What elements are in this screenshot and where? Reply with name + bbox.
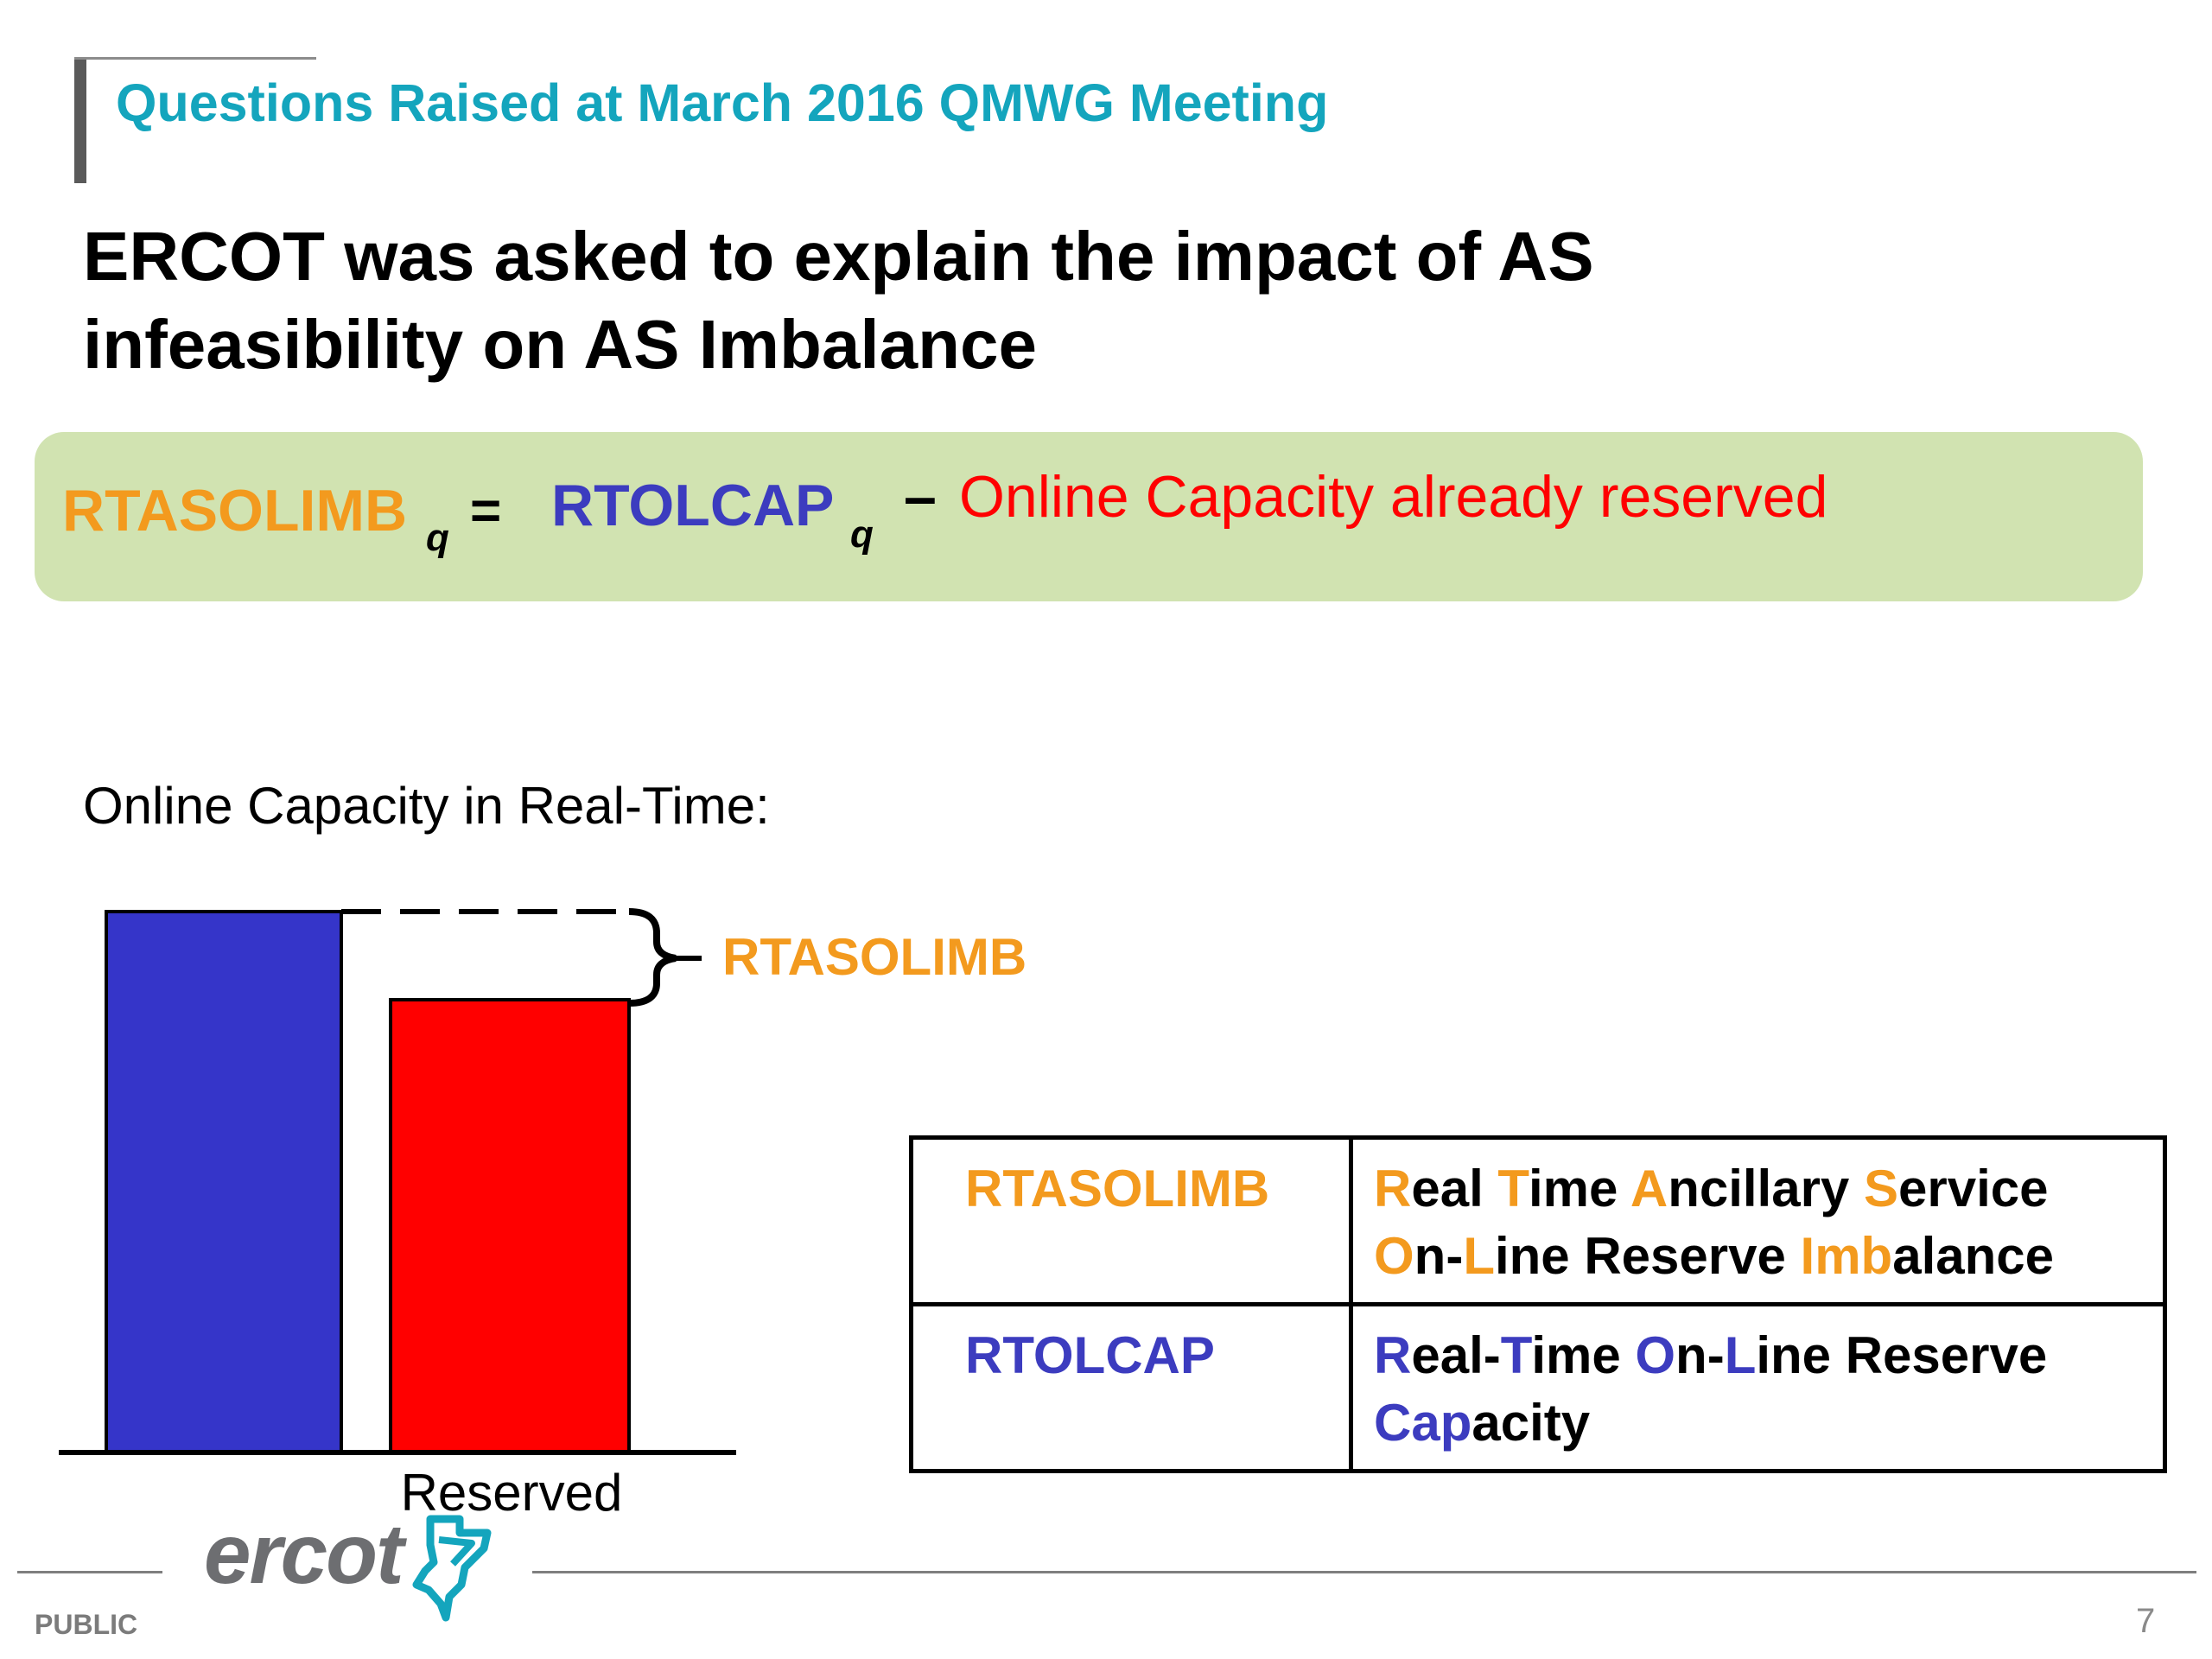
formula-rhs-term: RTOLCAP — [551, 473, 835, 538]
title-accent-bar — [74, 57, 86, 183]
definition-rtolcap: Real-Time On-Line Reserve Capacity — [1349, 1302, 2167, 1473]
table-row: RTOLCAP Real-Time On-Line Reserve Capaci… — [909, 1302, 2167, 1473]
acronym-cell: RTASOLIMB — [909, 1135, 1353, 1306]
definition-segment: acity — [1471, 1394, 1591, 1452]
bracket-label: RTASOLIMB — [722, 928, 1027, 986]
acronym-cell: RTOLCAP — [909, 1302, 1353, 1473]
definition-segment: n- — [1675, 1326, 1725, 1384]
definition-segment: ine Reserve — [1494, 1227, 1801, 1285]
definition-segment: R — [1374, 1326, 1412, 1384]
slide-title: Questions Raised at March 2016 QMWG Meet… — [116, 73, 1329, 132]
definition-segment: A — [1630, 1160, 1669, 1217]
definition-segment: T — [1497, 1160, 1529, 1217]
definition-segment: alance — [1892, 1227, 2054, 1285]
formula-rhs-text: Online Capacity already reserved — [959, 464, 1828, 530]
slide-headline: ERCOT was asked to explain the impact of… — [83, 218, 1594, 383]
definition-segment: R — [1374, 1160, 1412, 1217]
definition-rtasolimb: Real Time Ancillary Service On-Line Rese… — [1349, 1135, 2167, 1306]
formula-lhs-subscript: q — [426, 517, 449, 559]
definition-segment: ime — [1529, 1160, 1630, 1217]
definition-segment: Imb — [1800, 1227, 1893, 1285]
acronym-rtolcap: RTOLCAP — [965, 1326, 1215, 1384]
definition-segment: n- — [1414, 1227, 1464, 1285]
acronym-rtasolimb: RTASOLIMB — [965, 1160, 1270, 1217]
footer-rule-left — [17, 1571, 162, 1573]
footer-rule-right — [532, 1571, 2196, 1573]
footer-classification: PUBLIC — [35, 1609, 138, 1640]
texas-state-logo-icon — [412, 1515, 492, 1622]
definition-segment: L — [1463, 1227, 1495, 1285]
bar-online-capacity — [105, 910, 343, 1454]
definition-segment: ine Reserve — [1756, 1326, 2048, 1384]
definition-segment: ime — [1531, 1326, 1636, 1384]
bar-reserved — [389, 998, 631, 1454]
definition-segment: S — [1863, 1160, 1899, 1217]
bar-caption-reserved: Reserved — [401, 1464, 623, 1522]
definition-segment: ervice — [1898, 1160, 2049, 1217]
definition-segment: T — [1500, 1326, 1532, 1384]
acronym-legend-table: RTASOLIMB Real Time Ancillary Service On… — [909, 1135, 2167, 1473]
definition-segment: Cap — [1374, 1394, 1472, 1452]
definition-segment: L — [1724, 1326, 1757, 1384]
formula-rhs-subscript: q — [850, 513, 874, 556]
title-top-rule — [74, 57, 316, 60]
definition-segment: O — [1635, 1326, 1676, 1384]
table-row: RTASOLIMB Real Time Ancillary Service On… — [909, 1135, 2167, 1306]
definition-segment: eal — [1411, 1160, 1498, 1217]
ercot-logo-text: ercot — [204, 1506, 404, 1601]
definition-segment: eal- — [1411, 1326, 1501, 1384]
page-number: 7 — [2136, 1602, 2156, 1640]
definition-segment: ncillary — [1668, 1160, 1864, 1217]
formula-minus: – — [904, 464, 937, 530]
formula-box — [35, 432, 2143, 601]
curly-brace-icon — [628, 908, 677, 1007]
diagram-label: Online Capacity in Real-Time: — [83, 777, 770, 835]
capacity-diagram: RTASOLIMB Reserved — [59, 908, 1027, 1522]
definition-segment: O — [1374, 1227, 1414, 1285]
formula-lhs: RTASOLIMB — [62, 478, 408, 543]
formula-equals: = — [470, 481, 502, 541]
